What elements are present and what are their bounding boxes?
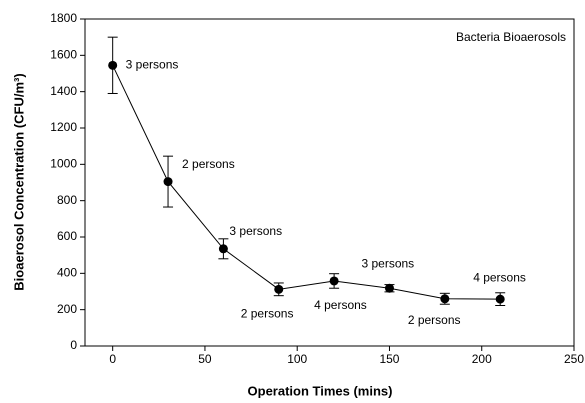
y-tick-label: 800 [57,193,77,207]
data-point [218,244,228,254]
data-point [329,276,339,286]
annotation: 3 persons [229,224,282,238]
annotation: 2 persons [182,157,235,171]
x-tick-label: 0 [109,352,116,366]
y-tick-label: 1000 [50,157,77,171]
x-tick-label: 50 [198,352,212,366]
y-tick-label: 600 [57,229,77,243]
y-tick-label: 1200 [50,120,77,134]
annotation: 4 persons [314,298,367,312]
y-tick-label: 1400 [50,84,77,98]
x-axis-title: Operation Times (mins) [248,383,393,398]
y-tick-label: 0 [70,338,77,352]
plot-frame [84,18,575,347]
annotation: 3 persons [361,256,414,270]
x-tick-label: 100 [287,352,307,366]
data-point [440,294,450,304]
annotation: 3 persons [126,57,179,71]
x-tick-label: 150 [379,352,399,366]
x-tick-label: 200 [472,352,492,366]
x-tick-label: 250 [564,352,584,366]
y-tick-label: 400 [57,266,77,280]
annotation: 2 persons [241,306,294,320]
data-point [163,177,173,187]
y-tick-label: 1600 [50,48,77,62]
data-point [495,294,505,304]
series-label: Bacteria Bioaerosols [456,30,566,44]
data-point [274,284,284,294]
data-line [112,65,501,300]
annotation: 2 persons [408,313,461,327]
data-point [108,60,118,70]
data-point [384,283,394,293]
y-axis-title: Bioaerosol Concentration (CFU/m³) [11,73,26,290]
y-tick-label: 200 [57,302,77,316]
y-tick-label: 1800 [50,11,77,25]
annotation: 4 persons [473,270,526,284]
